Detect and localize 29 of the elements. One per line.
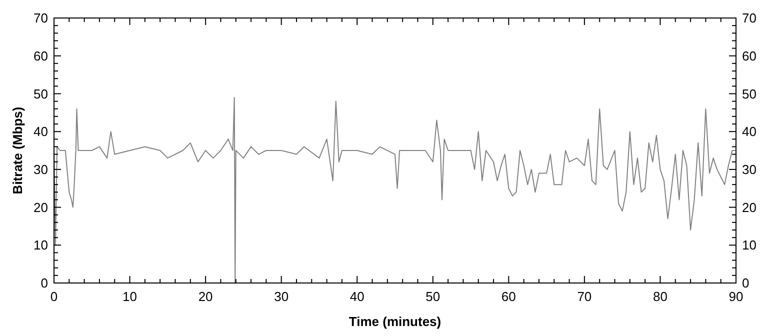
x-tick-label: 70 [577, 289, 592, 304]
y2-tick-label: 50 [742, 86, 756, 102]
y-tick-label: 40 [34, 124, 48, 140]
x-tick-label: 30 [274, 289, 289, 304]
x-tick-label: 60 [501, 289, 516, 304]
y2-tick-label: 30 [742, 162, 756, 177]
y-tick-label: 60 [34, 48, 48, 64]
x-tick-label: 20 [198, 289, 213, 304]
y-tick-label: 70 [34, 10, 48, 26]
x-tick-label: 50 [426, 289, 440, 304]
x-tick-label: 40 [350, 289, 364, 304]
x-tick-label: 10 [122, 289, 138, 304]
y2-tick-label: 60 [742, 48, 756, 64]
y-axis-title: Bitrate (Mbps) [10, 106, 25, 194]
x-axis-title: Time (minutes) [348, 314, 442, 329]
line-series [54, 97, 736, 284]
y-tick-label: 30 [34, 162, 48, 177]
x-tick-label: 80 [652, 289, 668, 304]
y2-tick-label: 0 [742, 276, 750, 291]
y-tick-label: 0 [40, 276, 48, 291]
y-tick-label: 50 [34, 86, 48, 102]
y-tick-label: 10 [34, 238, 48, 253]
y2-tick-label: 70 [742, 10, 756, 26]
x-tick-label: 0 [50, 289, 58, 304]
y2-tick-label: 10 [742, 238, 756, 253]
y-tick-label: 20 [34, 200, 48, 215]
y2-tick-label: 40 [742, 124, 756, 140]
y2-tick-label: 20 [742, 200, 756, 215]
x-tick-label: 90 [728, 289, 744, 304]
